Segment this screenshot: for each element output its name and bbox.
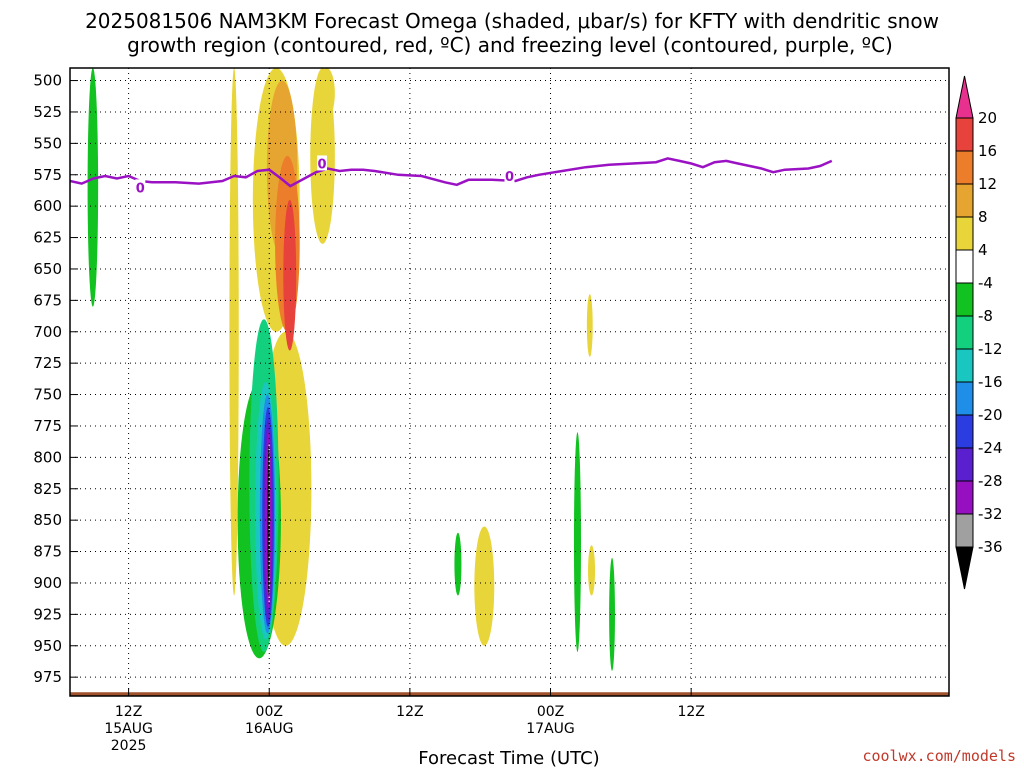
credit-text: coolwx.com/models — [862, 747, 1016, 765]
omega-feature — [573, 432, 581, 653]
plot-frame — [69, 67, 950, 697]
colorbar-tick-label: -12 — [978, 340, 1003, 358]
freezing-level-label: 0 — [136, 181, 145, 196]
y-tick-label: 750 — [33, 386, 62, 404]
x-tick-label: 12Z — [677, 704, 704, 720]
colorbar-segment — [955, 348, 974, 383]
x-tick-label: 12Z — [396, 704, 423, 720]
omega-feature — [229, 68, 239, 596]
ground-surface — [70, 692, 949, 696]
colorbar-tick-label: 12 — [978, 175, 997, 193]
freezing-level-label: 0 — [505, 170, 514, 185]
colorbar-tick-label: -8 — [978, 307, 993, 325]
omega-feature — [283, 199, 297, 351]
freezing-level-label-bg — [135, 179, 146, 195]
grid-lines — [70, 68, 949, 696]
y-tick-label: 775 — [33, 417, 62, 435]
x-tick-label: 12Z — [115, 704, 142, 720]
omega-feature — [609, 557, 615, 671]
chart-title-line2: growth region (contoured, red, ºC) and f… — [127, 33, 893, 57]
colorbar-tick-label: 16 — [978, 142, 997, 160]
y-tick-label: 675 — [33, 291, 62, 309]
colorbar-segment — [955, 117, 974, 152]
y-tick-label: 825 — [33, 480, 62, 498]
y-tick-label: 850 — [33, 511, 62, 529]
omega-shading — [87, 68, 615, 671]
y-tick-label: 975 — [33, 668, 62, 686]
colorbar-segment — [955, 183, 974, 218]
colorbar-tick-label: -28 — [978, 472, 1003, 490]
colorbar-segment — [955, 216, 974, 251]
y-tick-label: 625 — [33, 229, 62, 247]
colorbar-segment — [955, 447, 974, 482]
omega-feature — [586, 294, 593, 357]
x-tick-label: 00Z — [537, 704, 564, 720]
colorbar-tick-label: 4 — [978, 241, 988, 259]
colorbar-segment — [955, 282, 974, 317]
omega-feature — [87, 68, 99, 307]
colorbar-tick-label: -24 — [978, 439, 1003, 457]
y-tick-label: 925 — [33, 605, 62, 623]
colorbar-segment — [955, 513, 974, 548]
y-tick-label: 600 — [33, 197, 62, 215]
y-tick-label: 950 — [33, 637, 62, 655]
colorbar-segment — [955, 381, 974, 416]
colorbar-segment — [955, 249, 974, 284]
x-axis-label: Forecast Time (UTC) — [418, 748, 599, 768]
ground-band — [70, 692, 949, 696]
y-tick-label: 575 — [33, 166, 62, 184]
freezing-level-line — [70, 157, 833, 188]
y-tick-label: 800 — [33, 448, 62, 466]
x-tick-label: 15AUG — [104, 721, 153, 737]
freezing-level-label-bg — [316, 155, 327, 171]
y-tick-label: 550 — [33, 134, 62, 152]
omega-feature — [318, 68, 335, 119]
y-axis: 500 525 550 575 600 625 650 675 700 725 750 775 800 8… — [33, 72, 78, 686]
omega-feature — [454, 532, 462, 596]
omega-feature — [588, 545, 596, 596]
x-tick-label: 16AUG — [245, 721, 294, 737]
y-tick-label: 875 — [33, 543, 62, 561]
omega-feature — [267, 444, 270, 596]
colorbar: 20 16 12 8 4 -4 -8 -12 -16 -20 -24 -28 -32 -36 — [955, 75, 1003, 590]
y-tick-label: 650 — [33, 260, 62, 278]
colorbar-tick-label: -32 — [978, 505, 1003, 523]
y-tick-label: 525 — [33, 103, 62, 121]
colorbar-segment — [955, 150, 974, 185]
colorbar-top-arrow — [955, 75, 974, 119]
colorbar-segment — [955, 414, 974, 449]
colorbar-tick-label: 20 — [978, 109, 997, 127]
freezing-level-contour: 0 0 0 — [70, 155, 833, 196]
colorbar-tick-label: -4 — [978, 274, 993, 292]
colorbar-tick-label: -16 — [978, 373, 1003, 391]
x-tick-label: 17AUG — [526, 721, 575, 737]
colorbar-tick-label: -36 — [978, 538, 1003, 556]
colorbar-bottom-arrow — [955, 546, 974, 590]
y-tick-label: 900 — [33, 574, 62, 592]
y-tick-label: 500 — [33, 72, 62, 90]
x-tick-label: 2025 — [111, 738, 147, 754]
colorbar-segment — [955, 480, 974, 515]
y-tick-label: 700 — [33, 323, 62, 341]
chart-title-line1: 2025081506 NAM3KM Forecast Omega (shaded… — [85, 9, 939, 33]
colorbar-segment — [955, 315, 974, 350]
omega-feature — [474, 526, 495, 646]
freezing-level-label-bg — [504, 168, 515, 184]
freezing-level-label: 0 — [317, 157, 326, 172]
y-tick-label: 725 — [33, 354, 62, 372]
colorbar-tick-label: -20 — [978, 406, 1003, 424]
colorbar-tick-label: 8 — [978, 208, 988, 226]
x-tick-label: 00Z — [256, 704, 283, 720]
